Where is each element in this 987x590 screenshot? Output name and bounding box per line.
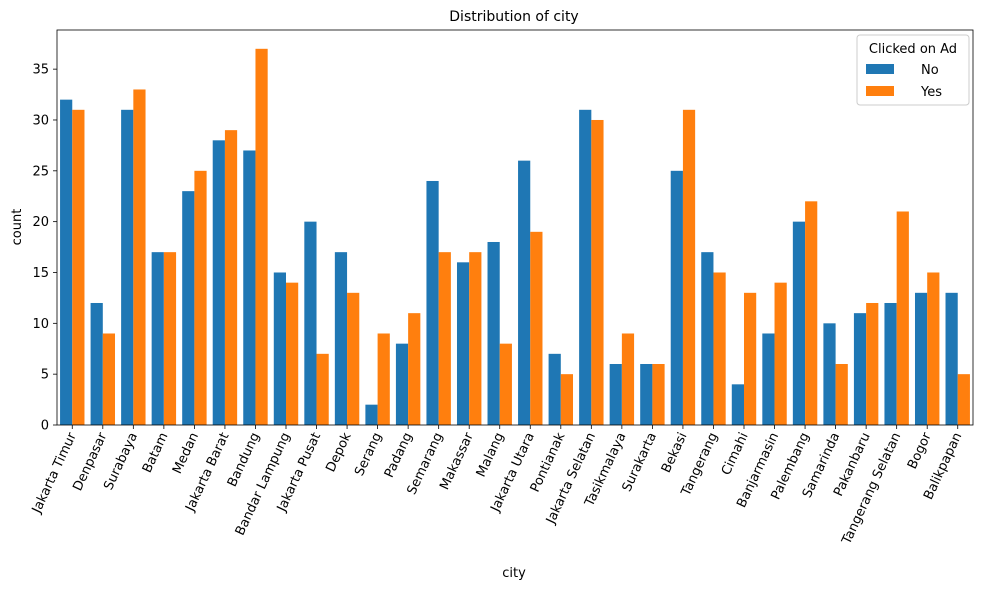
bar-malang-yes <box>499 343 512 425</box>
bar-balikpapan-yes <box>957 374 970 425</box>
bar-banjarmasin-yes <box>774 282 787 425</box>
bar-malang-no <box>487 241 500 425</box>
bar-bogor-no <box>914 292 928 425</box>
bar-pontianak-no <box>548 353 561 425</box>
bar-tasikmalaya-yes <box>621 333 635 425</box>
x-tick-label-depok: Depok <box>323 430 354 475</box>
bar-jakarta-utara-yes <box>530 231 543 425</box>
bar-samarinda-no <box>823 323 836 425</box>
x-axis: Jakarta TimurDenpasarSurabayaBatamMedanJ… <box>29 425 965 548</box>
y-axis-label: count <box>10 209 25 246</box>
bar-batam-yes <box>163 252 177 425</box>
legend-title: Clicked on Ad <box>869 42 957 57</box>
bar-jakarta-barat-yes <box>224 130 238 425</box>
bar-jakarta-timur-no <box>60 99 73 426</box>
legend-label-no: No <box>921 63 939 78</box>
bar-medan-no <box>182 191 195 425</box>
legend: Clicked on Ad No Yes <box>856 34 970 106</box>
bar-surabaya-yes <box>133 89 146 425</box>
bar-padang-yes <box>408 313 421 425</box>
y-tick-label: 5 <box>41 368 49 383</box>
bar-pakanbaru-no <box>853 313 867 425</box>
bar-tangerang-selatan-no <box>884 302 897 425</box>
y-tick-label: 25 <box>32 164 49 179</box>
bar-semarang-no <box>426 180 439 425</box>
x-tick-label-cimahi: Cimahi <box>719 430 752 477</box>
bar-jakarta-selatan-yes <box>591 119 604 425</box>
bar-bandung-yes <box>255 48 268 426</box>
bar-bandar-lampung-yes <box>286 282 299 425</box>
x-tick-label-serang: Serang <box>352 430 385 478</box>
bar-jakarta-selatan-no <box>579 109 592 425</box>
bar-semarang-yes <box>438 252 451 425</box>
legend-swatch-no <box>866 64 894 74</box>
bar-samarinda-yes <box>835 364 848 425</box>
bar-jakarta-timur-yes <box>72 109 85 425</box>
bar-bekasi-yes <box>682 109 696 425</box>
bar-padang-no <box>395 343 409 425</box>
x-axis-label: city <box>502 566 526 581</box>
y-tick-label: 30 <box>32 113 49 128</box>
bar-depok-yes <box>347 292 360 425</box>
bar-surakarta-yes <box>652 364 665 425</box>
bar-tangerang-yes <box>713 272 726 425</box>
bar-bandar-lampung-no <box>273 272 286 425</box>
bar-palembang-yes <box>805 201 818 425</box>
x-tick-label-bekasi: Bekasi <box>659 430 691 475</box>
y-tick-label: 10 <box>32 317 49 332</box>
bar-makassar-yes <box>469 252 482 425</box>
legend-swatch-yes <box>866 86 894 96</box>
bar-jakarta-barat-no <box>212 140 225 425</box>
bar-depok-no <box>334 252 348 425</box>
x-tick-label-malang: Malang <box>474 430 508 479</box>
x-tick-label-jakarta-timur: Jakarta Timur <box>29 430 80 517</box>
bar-tasikmalaya-no <box>609 364 622 425</box>
y-tick-label: 20 <box>32 215 49 230</box>
legend-label-yes: Yes <box>920 85 942 100</box>
bar-bekasi-no <box>670 170 683 425</box>
x-tick-label-bogor: Bogor <box>905 430 935 472</box>
bar-surakarta-no <box>640 364 653 425</box>
bar-jakarta-utara-no <box>518 160 531 425</box>
y-tick-label: 35 <box>32 63 49 78</box>
bar-tangerang-selatan-yes <box>896 211 909 425</box>
bar-serang-yes <box>377 333 390 425</box>
x-tick-label-padang: Padang <box>382 430 416 480</box>
bar-jakarta-pusat-yes <box>316 353 329 425</box>
bar-bogor-yes <box>927 272 940 425</box>
bar-banjarmasin-no <box>762 333 775 425</box>
bar-cimahi-no <box>731 384 744 425</box>
bar-jakarta-pusat-no <box>304 221 317 425</box>
bar-pakanbaru-yes <box>866 302 879 425</box>
bar-balikpapan-no <box>945 292 958 425</box>
bar-bandung-no <box>243 150 256 426</box>
y-tick-label: 0 <box>41 419 49 434</box>
bar-medan-yes <box>194 170 207 425</box>
bar-cimahi-yes <box>744 292 757 425</box>
bars-layer <box>60 48 970 426</box>
chart-title: Distribution of city <box>449 9 578 25</box>
bar-denpasar-yes <box>102 333 116 425</box>
x-tick-label-medan: Medan <box>170 430 202 476</box>
bar-surabaya-no <box>121 109 134 425</box>
x-tick-label-batam: Batam <box>140 430 172 475</box>
bar-pontianak-yes <box>560 374 574 425</box>
bar-batam-no <box>151 252 164 425</box>
bar-palembang-no <box>792 221 806 425</box>
bar-makassar-no <box>456 262 470 425</box>
bar-serang-no <box>365 404 378 425</box>
bar-tangerang-no <box>701 252 714 425</box>
bar-denpasar-no <box>90 302 103 425</box>
y-tick-label: 15 <box>32 266 49 281</box>
plot-frame <box>56 29 974 426</box>
y-axis: 0 5 10 15 20 25 30 35 <box>32 63 57 434</box>
